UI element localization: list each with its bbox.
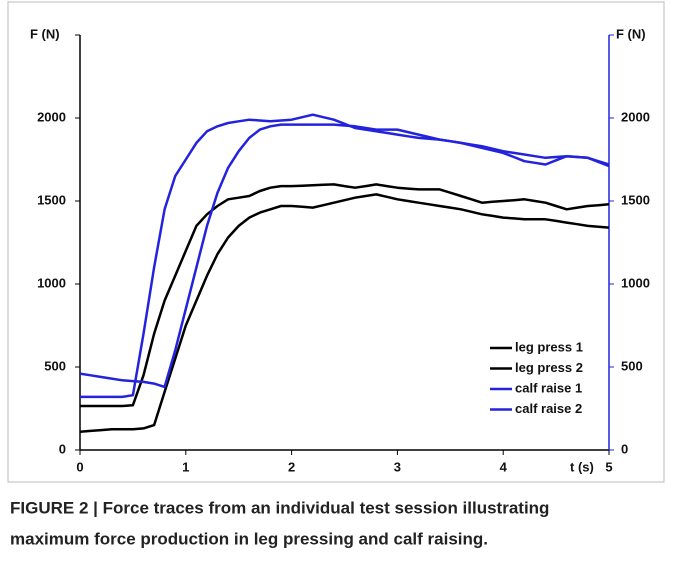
- series-line: [80, 183, 610, 408]
- legend-label: calf raise 2: [515, 401, 582, 416]
- series-line: [80, 113, 610, 399]
- y-axis-label: F (N): [30, 26, 60, 41]
- y-tick-label: 2000: [37, 109, 66, 124]
- y-tick-label: 500: [44, 358, 66, 373]
- y-tick-label: 0: [59, 441, 66, 456]
- x-tick-label: 1: [182, 459, 189, 474]
- legend-label: calf raise 1: [515, 380, 582, 395]
- x-tick-label: 3: [394, 459, 401, 474]
- y-tick-label: 1000: [37, 275, 66, 290]
- x-axis-label: t (s): [570, 459, 594, 474]
- legend-label: leg press 2: [515, 360, 583, 375]
- x-tick-label: 2: [288, 459, 295, 474]
- chart-frame: [7, 1, 665, 483]
- y2-axis-label: F (N): [616, 26, 646, 41]
- y-tick-label: 1500: [37, 192, 66, 207]
- x-tick-label: 4: [500, 459, 508, 474]
- y2-tick-label: 0: [621, 441, 628, 456]
- series-line: [79, 123, 610, 389]
- series-line: [79, 193, 610, 433]
- caption: maximum force production in leg pressing…: [10, 529, 488, 548]
- x-tick-label: 5: [605, 459, 612, 474]
- x-tick-label: 0: [76, 459, 83, 474]
- legend-label: leg press 1: [515, 339, 583, 354]
- caption: FIGURE 2 | Force traces from an individu…: [10, 498, 549, 517]
- y2-tick-label: 2000: [621, 109, 650, 124]
- y2-tick-label: 1500: [621, 192, 650, 207]
- y2-tick-label: 500: [621, 358, 643, 373]
- y2-tick-label: 1000: [621, 275, 650, 290]
